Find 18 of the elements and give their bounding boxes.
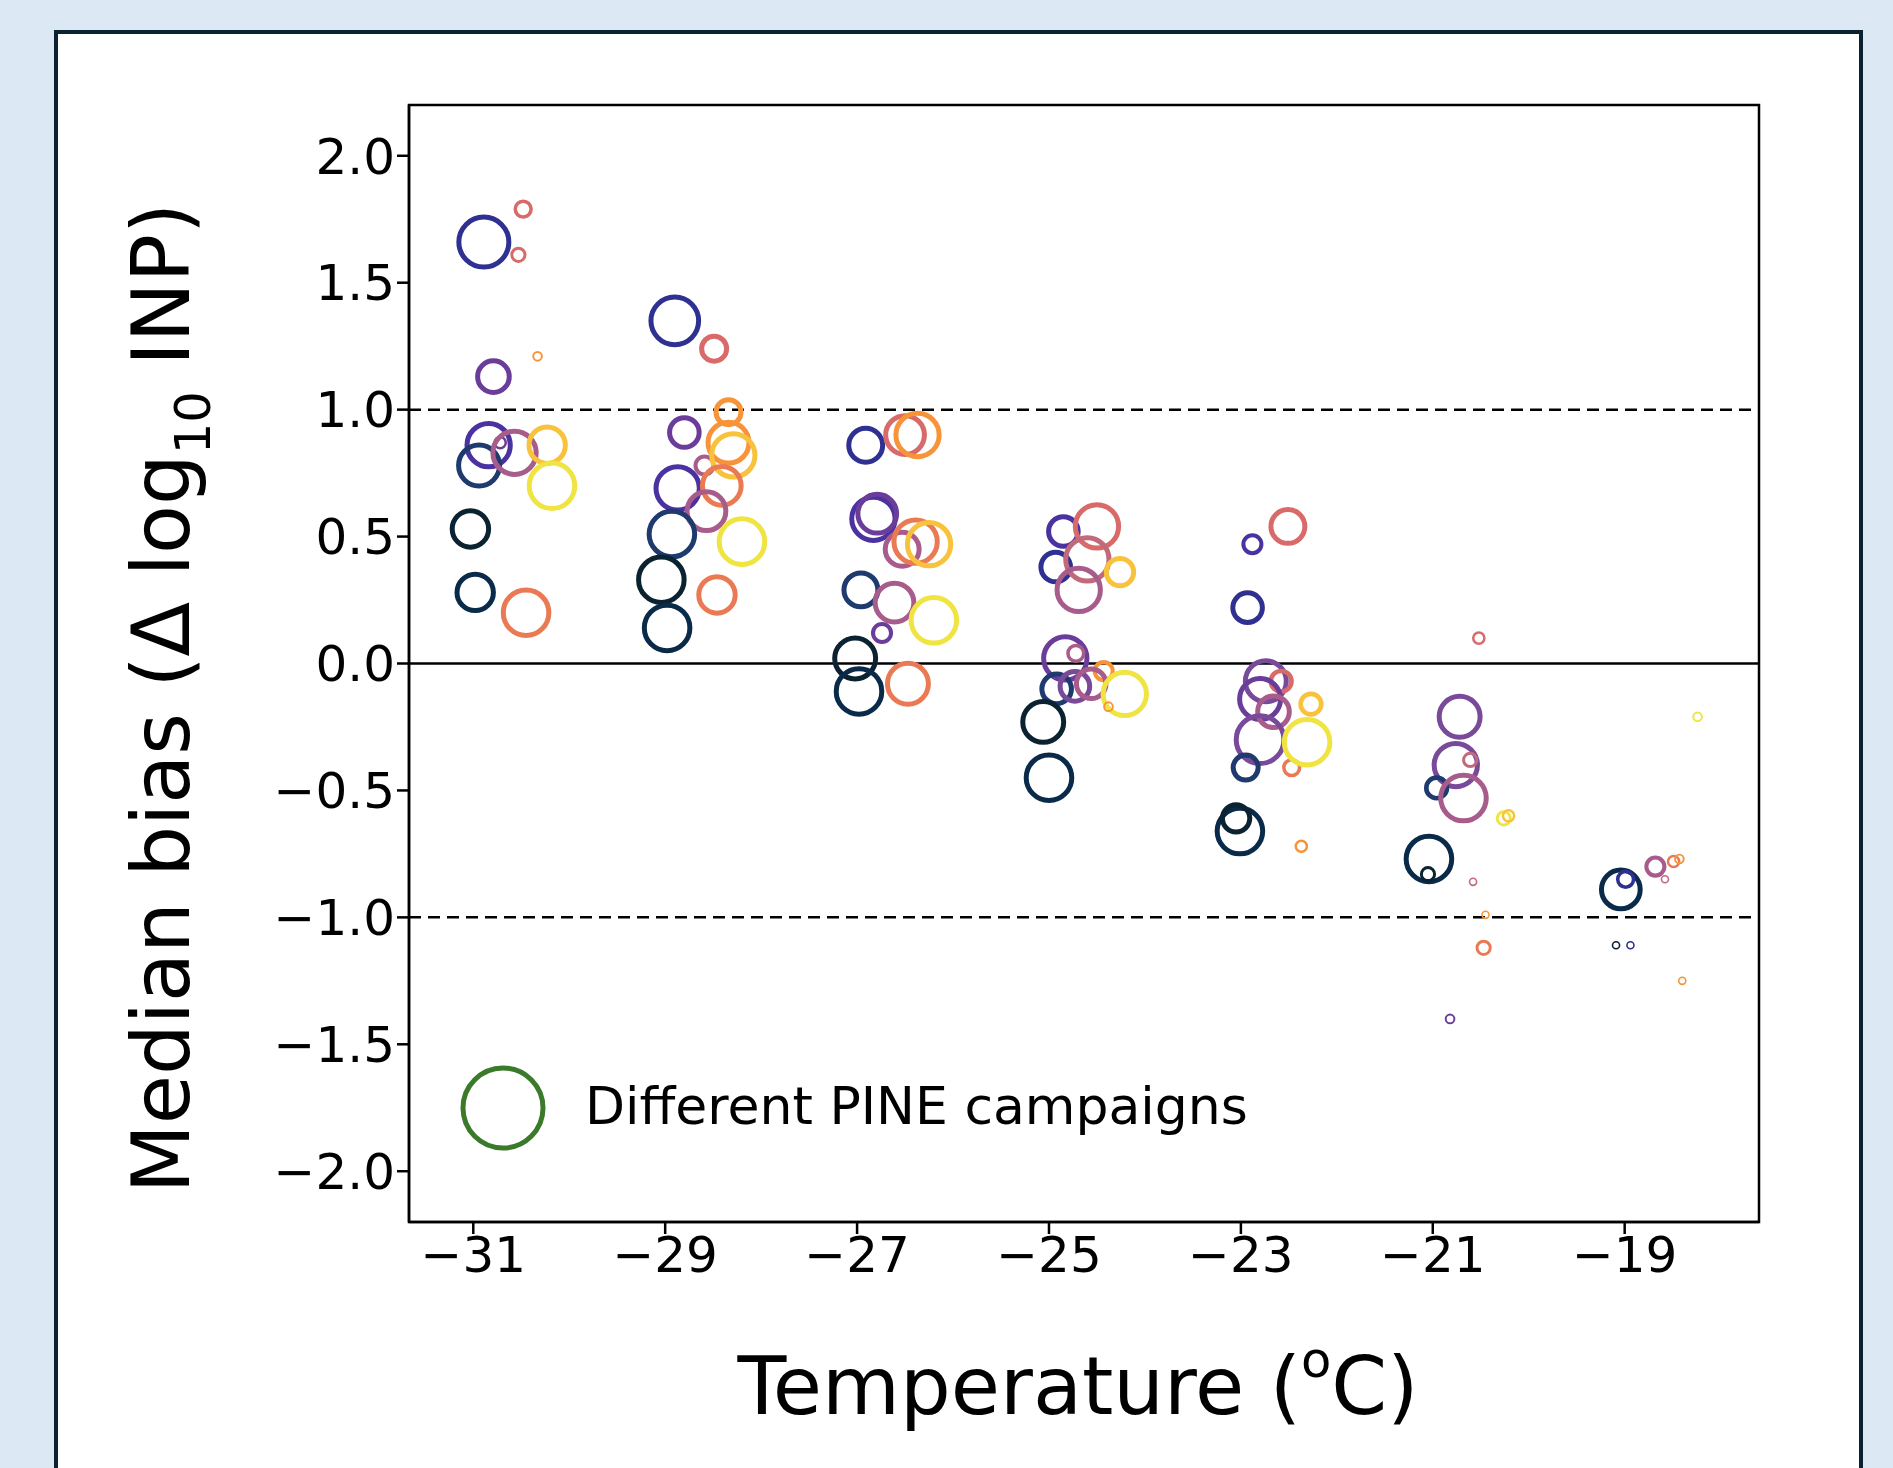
y-tick-label: −1.0 [273,889,395,948]
x-tick-label: −29 [612,1225,718,1284]
x-tick-label: −25 [996,1225,1102,1284]
x-tick-label: −31 [420,1225,527,1284]
y-tick-label: 1.0 [315,381,395,440]
y-tick-label: 0.5 [315,508,395,567]
y-tick-label: 0.0 [315,635,395,694]
annotation: Different PINE campaigns [585,1076,1248,1136]
y-tick-label: −0.5 [273,762,395,821]
x-tick-label: −21 [1380,1225,1486,1284]
x-tick-label: −19 [1571,1225,1678,1284]
x-tick-label: −23 [1188,1225,1294,1284]
y-tick-label: 2.0 [315,127,395,186]
x-tick-label: −27 [804,1225,910,1284]
y-tick-label: −2.0 [273,1142,395,1201]
y-tick-label: 1.5 [315,254,395,313]
y-tick-label: −1.5 [273,1016,395,1075]
x-axis-title: Temperature ($^{o}$C) [736,1330,1419,1433]
